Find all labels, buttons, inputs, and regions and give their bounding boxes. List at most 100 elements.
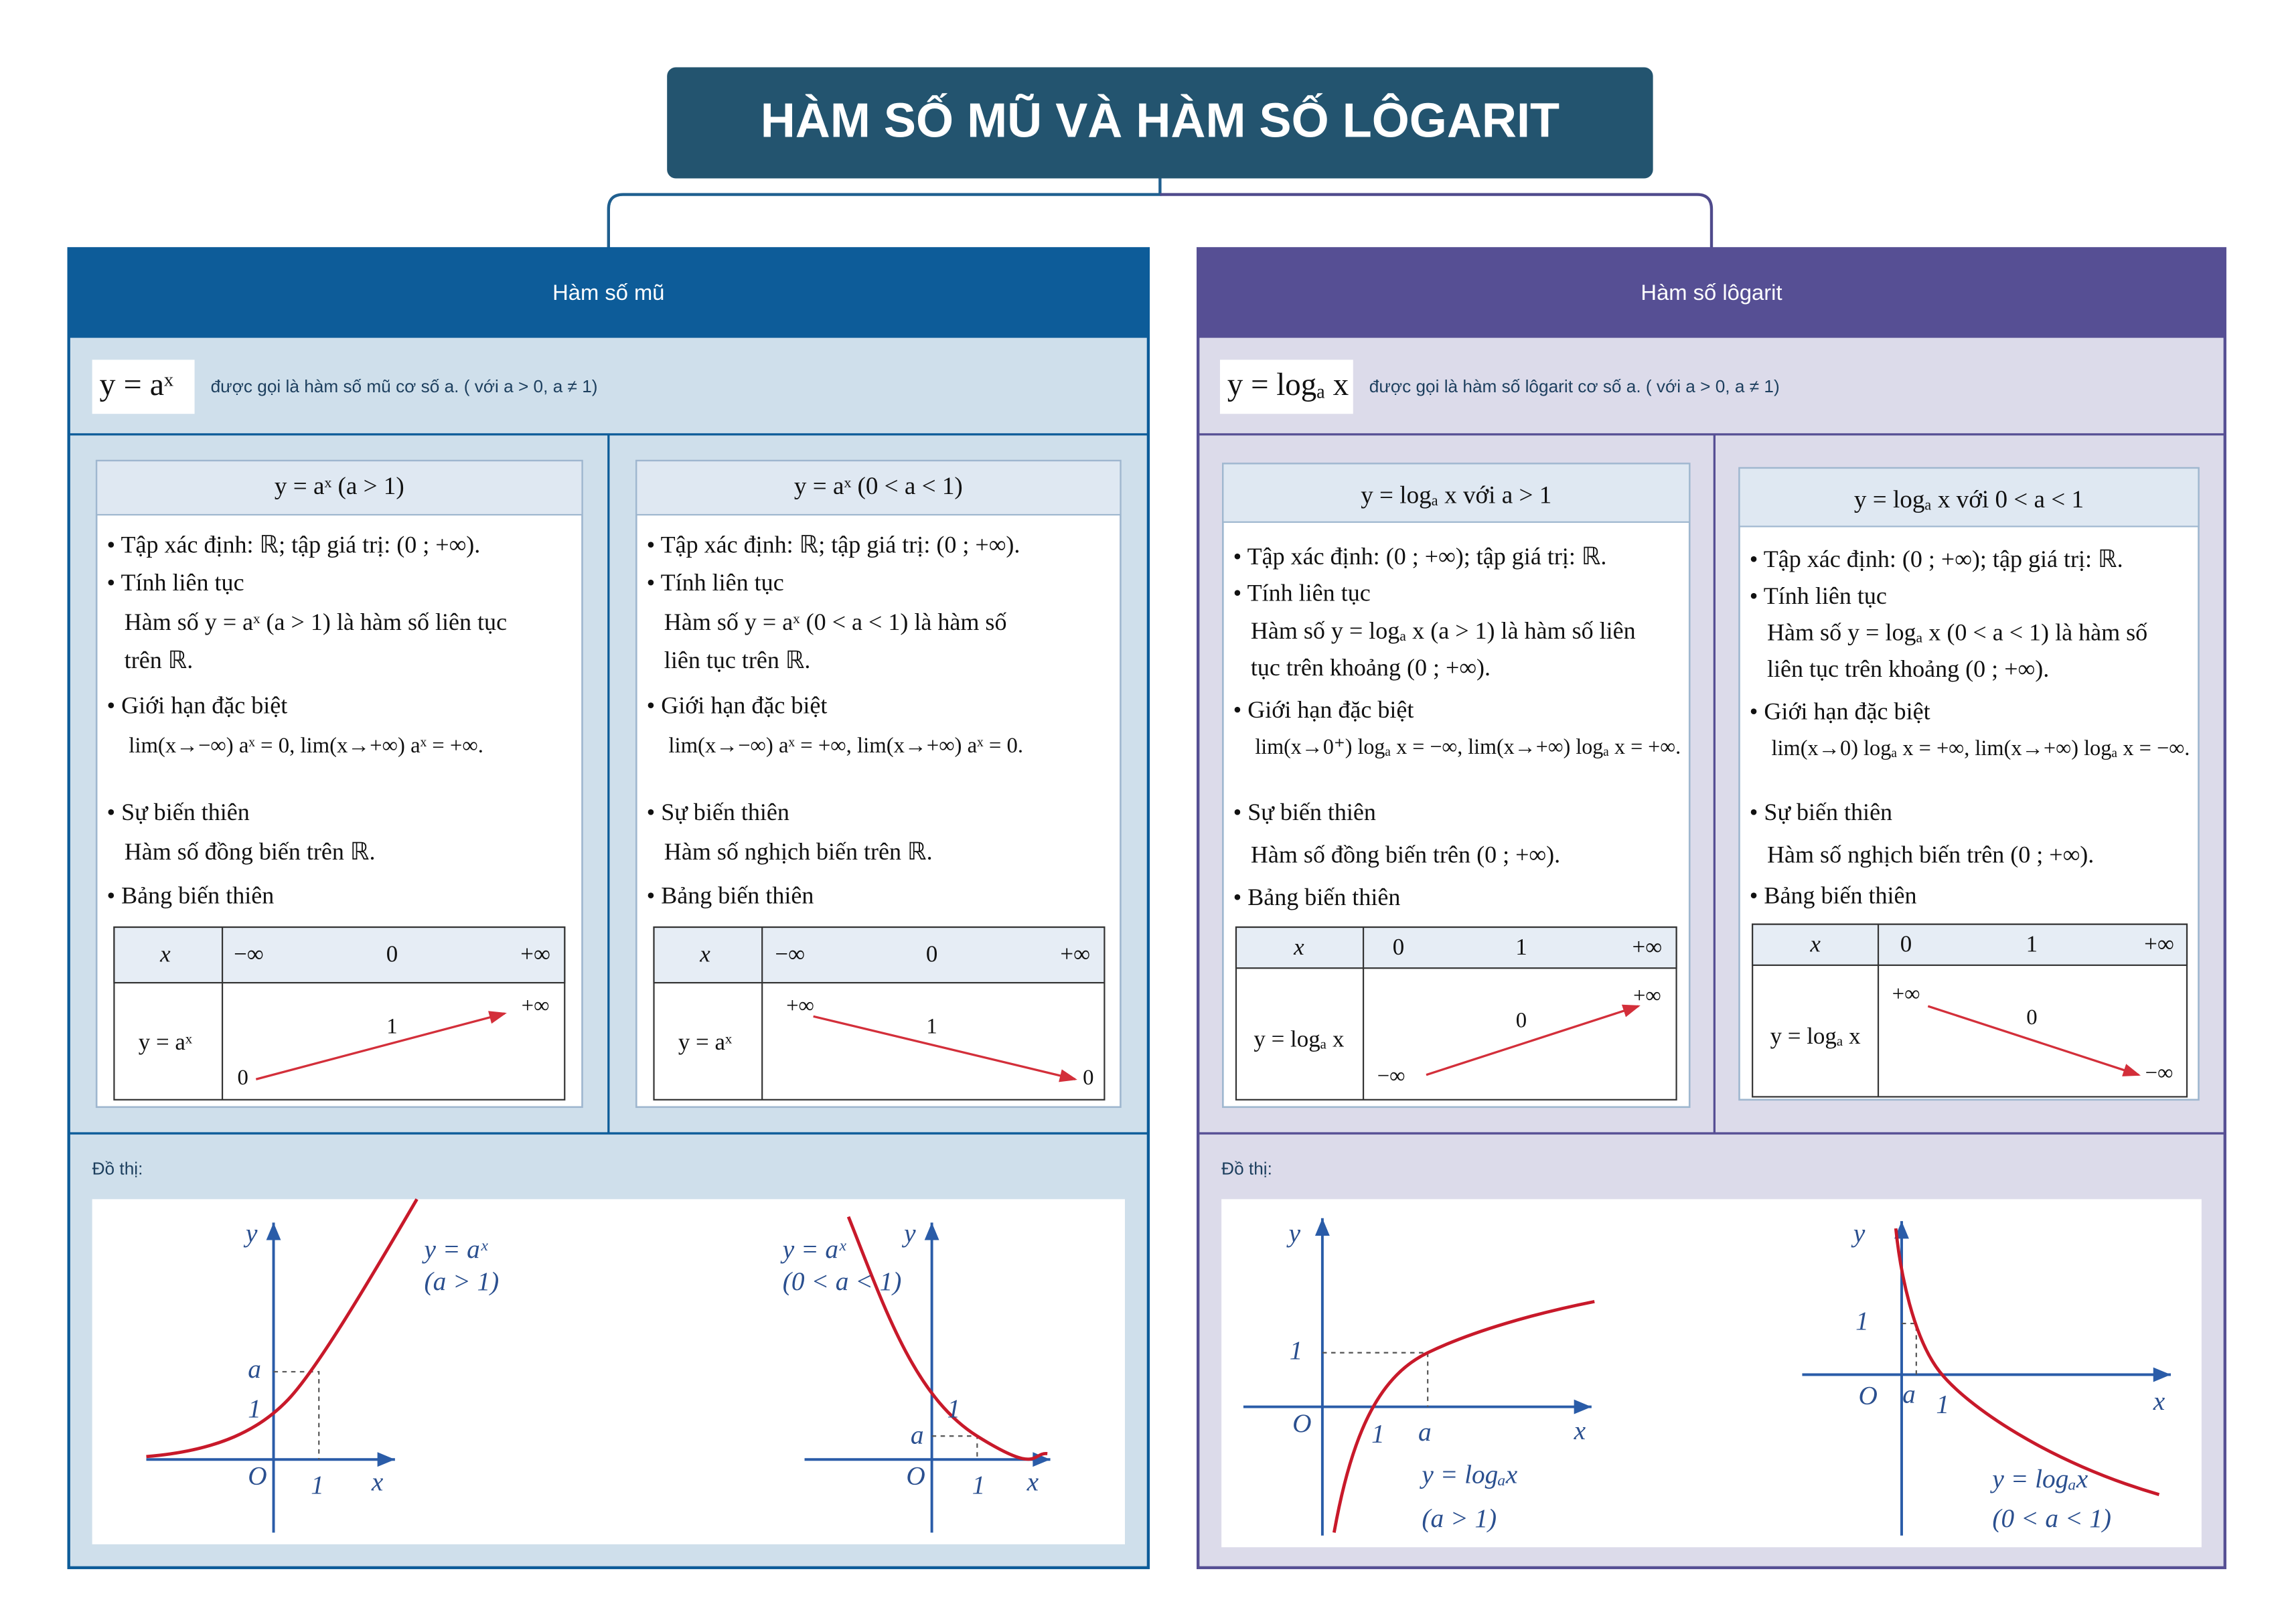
table-row-label: y = aˣ xyxy=(139,1029,193,1055)
graph-text: 1 xyxy=(311,1470,324,1499)
title-box xyxy=(667,67,1653,179)
case-line: Hàm số nghịch biến trên (0 ; +∞). xyxy=(1767,841,2094,868)
case-title-band xyxy=(1222,463,1691,523)
case-line: Hàm số y = logₐ x (a > 1) là hàm số liên xyxy=(1251,617,1636,644)
case-line: liên tục trên khoảng (0 ; +∞). xyxy=(1767,655,2049,682)
graph-text: (a > 1) xyxy=(425,1267,500,1296)
graph-text: (0 < a < 1) xyxy=(783,1267,902,1296)
table-header: x xyxy=(699,941,710,967)
case-line: Hàm số y = aˣ (0 < a < 1) là hàm số xyxy=(664,608,1007,635)
variation-header xyxy=(1752,923,2188,966)
table-value: −∞ xyxy=(2145,1061,2174,1085)
case-line: Hàm số y = aˣ (a > 1) là hàm số liên tục xyxy=(125,608,507,635)
case-line: • Tập xác định: ℝ; tập giá trị: (0 ; +∞)… xyxy=(647,531,1020,558)
case-line: • Bảng biến thiên xyxy=(1233,884,1401,910)
case-line: • Tập xác định: ℝ; tập giá trị: (0 ; +∞)… xyxy=(106,531,480,558)
table-header: +∞ xyxy=(1632,934,1663,960)
title: HÀM SỐ MŨ VÀ HÀM SỐ LÔGARIT xyxy=(761,93,1560,148)
function-curve xyxy=(846,1216,1048,1461)
graph-text: O xyxy=(906,1461,925,1491)
table-header: +∞ xyxy=(2144,930,2174,957)
graph-text: 1 xyxy=(1855,1306,1869,1335)
case-title-band xyxy=(635,460,1122,516)
case-line: Hàm số y = logₐ x (0 < a < 1) là hàm số xyxy=(1767,619,2147,645)
formula-box xyxy=(92,359,195,414)
table-header: −∞ xyxy=(775,941,805,967)
case-line: • Tính liên tục xyxy=(647,569,784,596)
x-arrow xyxy=(1574,1399,1592,1414)
graph-image xyxy=(92,1199,1125,1544)
definition-formula: y = logₐ x xyxy=(1227,367,1349,402)
case-line: • Tập xác định: (0 ; +∞); tập giá trị: ℝ… xyxy=(1750,546,2123,572)
case-line: • Giới hạn đặc biệt xyxy=(106,692,287,719)
graph-label: Đồ thị: xyxy=(92,1159,143,1179)
graph-text: y = aˣ xyxy=(422,1234,488,1264)
table-value: 0 xyxy=(237,1066,248,1090)
case-line: • Sự biến thiên xyxy=(106,799,249,825)
case-line: tục trên khoảng (0 ; +∞). xyxy=(1251,654,1491,681)
x-arrow xyxy=(2153,1367,2171,1382)
graph-text: y xyxy=(243,1218,258,1248)
case-title-band xyxy=(96,460,583,516)
case-title: y = aˣ (0 < a < 1) xyxy=(794,473,963,500)
graph-text: 1 xyxy=(972,1470,986,1499)
graph-text: y = logₐx xyxy=(1419,1459,1517,1489)
graph-text: (0 < a < 1) xyxy=(1992,1504,2111,1533)
graph-text: a xyxy=(1902,1379,1916,1408)
graph-text: 1 xyxy=(1936,1390,1949,1419)
case-title-band xyxy=(1738,467,2200,527)
graph-text: 1 xyxy=(1290,1335,1303,1365)
case-line: • Sự biến thiên xyxy=(647,799,789,825)
table-header: −∞ xyxy=(234,941,264,967)
table-header: 0 xyxy=(386,941,398,967)
definition-text: được gọi là hàm số mũ cơ số a. ( với a >… xyxy=(211,376,598,396)
table-row-label: y = logₐ x xyxy=(1253,1026,1345,1052)
case-line: • Sự biến thiên xyxy=(1233,799,1376,825)
case-line: liên tục trên ℝ. xyxy=(664,647,811,673)
branch-heading: Hàm số lôgarit xyxy=(1641,280,1782,305)
guide-dash xyxy=(273,1371,320,1460)
case-line: • Tập xác định: (0 ; +∞); tập giá trị: ℝ… xyxy=(1233,543,1607,570)
connector xyxy=(1160,193,1714,249)
function-curve xyxy=(1333,1299,1595,1533)
branch-header xyxy=(1198,248,2225,338)
graph-image xyxy=(1221,1199,2202,1548)
table-header: x xyxy=(159,941,171,967)
table-row-label: y = aˣ xyxy=(678,1029,733,1055)
graph-text: x xyxy=(2153,1386,2165,1416)
connector xyxy=(607,178,1162,249)
definition-text: được gọi là hàm số lôgarit cơ số a. ( vớ… xyxy=(1369,376,1780,396)
function-curve xyxy=(1894,1228,2160,1496)
table-header: 0 xyxy=(926,941,937,967)
case-line: • Giới hạn đặc biệt xyxy=(1750,698,1930,724)
graph-text: x xyxy=(1026,1467,1039,1496)
variation-arrow xyxy=(1426,1004,1641,1076)
variation-arrow xyxy=(813,1015,1077,1082)
case-line: • Tính liên tục xyxy=(1750,582,1887,609)
graph-text: y xyxy=(1851,1218,1866,1248)
case-line: • Bảng biến thiên xyxy=(106,882,274,909)
table-header: x xyxy=(1293,934,1304,960)
case-line: • Giới hạn đặc biệt xyxy=(1233,696,1414,723)
table-value: 1 xyxy=(386,1014,397,1038)
case-line: • Bảng biến thiên xyxy=(647,882,814,909)
graph-text: O xyxy=(248,1461,267,1491)
case-line: trên ℝ. xyxy=(125,647,194,673)
table-value: 1 xyxy=(926,1014,937,1038)
case-title: y = logₐ x với a > 1 xyxy=(1361,481,1551,509)
table-header: +∞ xyxy=(1060,941,1090,967)
case-line: Hàm số đồng biến trên ℝ. xyxy=(125,838,376,865)
case-title: y = aˣ (a > 1) xyxy=(275,473,404,500)
branch-heading: Hàm số mũ xyxy=(552,280,664,305)
graph-text: O xyxy=(1859,1381,1878,1410)
table-header: x xyxy=(1809,930,1821,957)
table-header: 0 xyxy=(1900,930,1912,957)
case-line: lim(x→−∞) aˣ = 0, lim(x→+∞) aˣ = +∞. xyxy=(129,734,483,758)
case-line: • Tính liên tục xyxy=(106,569,244,596)
function-curve xyxy=(146,1198,419,1459)
variation-header xyxy=(113,926,566,984)
case-line: • Tính liên tục xyxy=(1233,579,1371,606)
y-arrow xyxy=(1314,1218,1330,1236)
